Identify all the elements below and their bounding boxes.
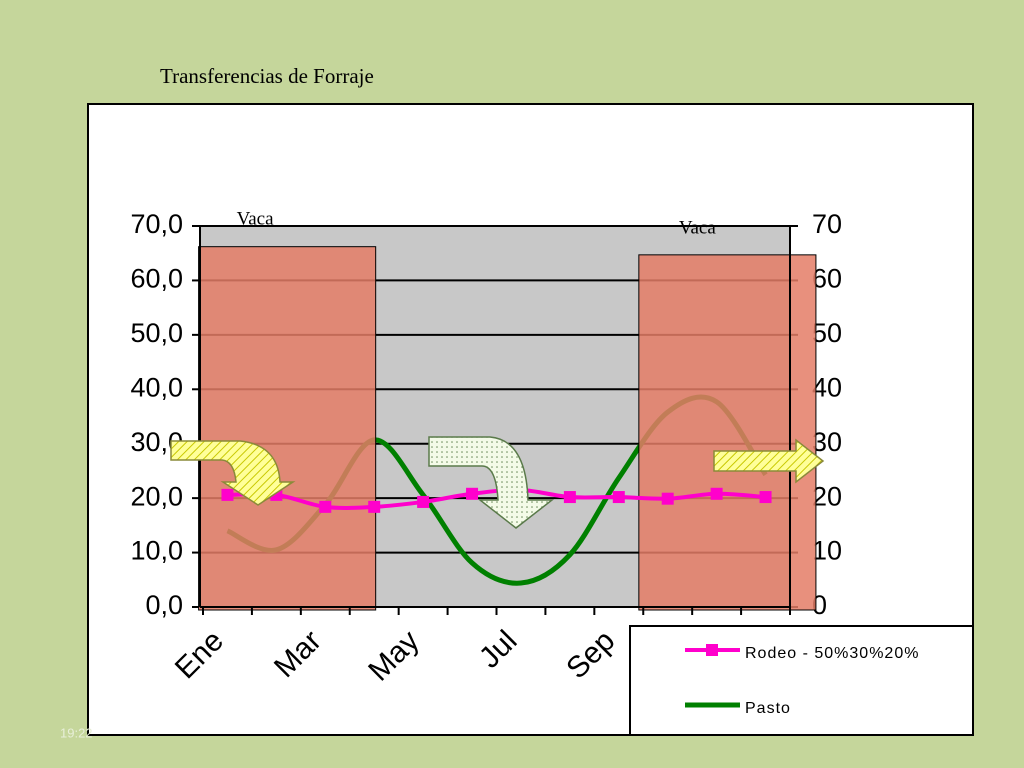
- marker: [612, 491, 625, 504]
- y-tick-label: 0,0: [145, 590, 183, 620]
- y-tick-label: 10,0: [130, 536, 183, 566]
- marker: [661, 492, 674, 505]
- legend-label: Pasto: [745, 700, 791, 717]
- y2-tick-label: 70: [812, 209, 842, 239]
- y-tick-label: 40,0: [130, 372, 183, 402]
- annotation: Vaca: [679, 217, 716, 238]
- marker: [563, 491, 576, 504]
- arrow: [428, 436, 555, 529]
- y2-tick-label: 60: [812, 264, 842, 294]
- y2-tick-label: 10: [812, 536, 842, 566]
- marker: [319, 500, 332, 513]
- footer-time: 19:22: [60, 725, 93, 740]
- y-tick-label: 70,0: [130, 209, 183, 239]
- bar: [198, 246, 377, 611]
- marker: [466, 487, 479, 500]
- y2-tick-label: 50: [812, 318, 842, 348]
- marker: [368, 500, 381, 513]
- annotation: Vaca: [237, 208, 274, 229]
- marker: [759, 491, 772, 504]
- y2-tick-label: 20: [812, 481, 842, 511]
- legend-label: Rodeo - 50%30%20%: [745, 645, 919, 662]
- y2-tick-label: 40: [812, 372, 842, 402]
- arrow: [170, 440, 296, 506]
- y-tick-label: 60,0: [130, 264, 183, 294]
- marker: [417, 495, 430, 508]
- y-tick-label: 20,0: [130, 481, 183, 511]
- slide-title: Transferencias de Forraje: [160, 64, 374, 88]
- y-tick-label: 50,0: [130, 318, 183, 348]
- bar: [638, 254, 817, 611]
- legend-marker: [706, 644, 718, 656]
- legend: [629, 625, 974, 736]
- marker: [221, 488, 234, 501]
- marker: [710, 487, 723, 500]
- arrow: [713, 438, 825, 484]
- y2-tick-label: 30: [812, 427, 842, 457]
